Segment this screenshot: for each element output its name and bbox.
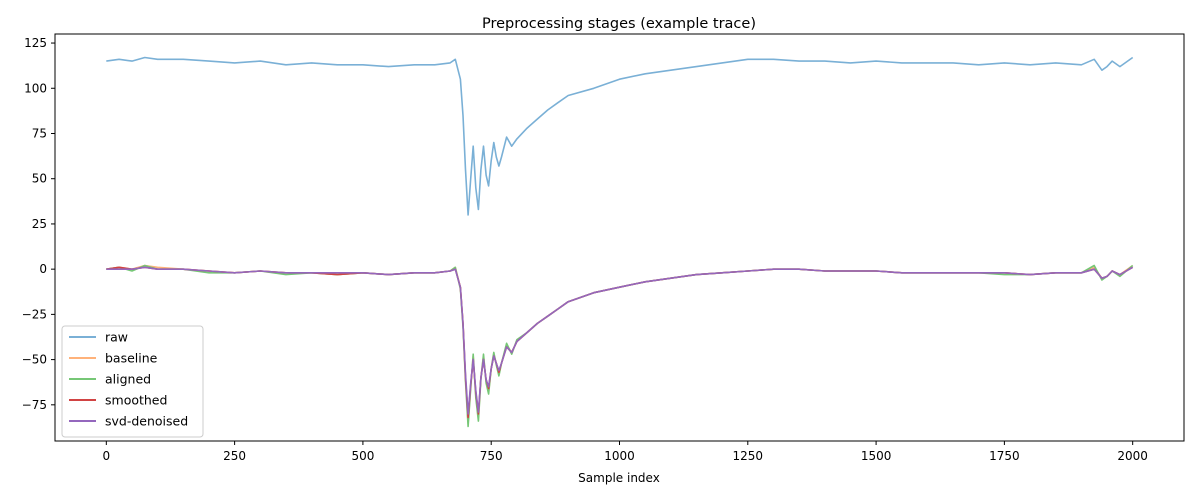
x-tick-label: 250 xyxy=(223,449,246,463)
x-tick-label: 1000 xyxy=(604,449,635,463)
plot-area: 0 250 500 750 1000 1250 1500 1750 2000 −75−50−25… xyxy=(22,33,1185,463)
series-line-raw xyxy=(106,56,1134,216)
y-tick-label: −50 xyxy=(22,353,47,367)
y-tick-label: 125 xyxy=(24,36,47,50)
y-tick-label: −25 xyxy=(22,307,47,321)
legend-label-baseline: baseline xyxy=(105,351,158,366)
legend-label-svd-denoised: svd-denoised xyxy=(105,414,188,429)
legend-label-aligned: aligned xyxy=(105,372,151,387)
x-tick-label: 1500 xyxy=(861,449,892,463)
x-tick-label: 2000 xyxy=(1117,449,1148,463)
x-axis-title: Sample index xyxy=(578,471,660,485)
legend-box xyxy=(61,325,204,438)
legend-label-raw: raw xyxy=(105,330,128,345)
chart-title: Preprocessing stages (example trace) xyxy=(482,16,756,32)
y-tick-label: 75 xyxy=(32,126,47,140)
x-tick-label: 750 xyxy=(480,449,503,463)
x-axis-ticks: 0 250 500 750 1000 1250 1500 1750 2000 xyxy=(102,441,1148,463)
legend: raw baseline aligned smoothed svd-denoised xyxy=(61,325,204,438)
legend-label-smoothed: smoothed xyxy=(105,393,167,408)
x-tick-label: 500 xyxy=(351,449,374,463)
x-tick-label: 0 xyxy=(102,449,110,463)
y-axis-ticks: −75 −50 −25 0 25 50 75 100 125 xyxy=(22,36,55,412)
series-line-svd-denoised xyxy=(106,266,1134,415)
series-layer xyxy=(106,56,1134,428)
x-tick-label: 1750 xyxy=(989,449,1020,463)
y-tick-label: 100 xyxy=(24,81,47,95)
y-tick-label: 50 xyxy=(32,172,47,186)
x-tick-label: 1250 xyxy=(733,449,764,463)
y-tick-label: 25 xyxy=(32,217,47,231)
y-tick-label: −75 xyxy=(22,398,47,412)
y-tick-label: 0 xyxy=(39,262,47,276)
